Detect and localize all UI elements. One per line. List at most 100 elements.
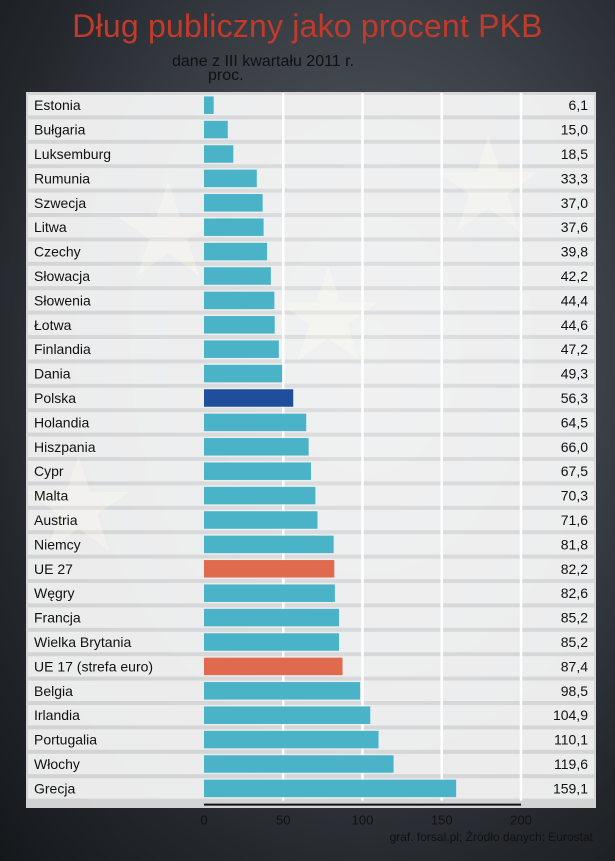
- bar: [204, 413, 307, 432]
- category-label: Wielka Brytania: [34, 634, 131, 650]
- row-background: [28, 192, 594, 213]
- bar: [204, 438, 309, 456]
- row-background: [28, 241, 594, 262]
- bar: [204, 657, 343, 676]
- bar: [204, 316, 275, 334]
- bar: [204, 486, 316, 505]
- category-label: Polska: [34, 390, 76, 406]
- bar: [204, 96, 214, 114]
- category-label: Portugalia: [34, 732, 97, 748]
- category-label: Niemcy: [34, 536, 81, 552]
- bar: [204, 682, 361, 700]
- value-label: 71,6: [561, 512, 588, 528]
- value-label: 82,2: [561, 561, 588, 577]
- category-label: Malta: [34, 488, 68, 504]
- bar: [204, 218, 264, 236]
- category-label: Estonia: [34, 97, 81, 113]
- bar: [204, 779, 457, 798]
- bar: [204, 267, 271, 285]
- row-background: [28, 217, 594, 238]
- value-label: 110,1: [554, 732, 588, 748]
- category-label: Grecja: [34, 780, 75, 796]
- bar: [204, 291, 275, 310]
- x-tick-label: 100: [352, 813, 374, 828]
- value-label: 98,5: [561, 683, 588, 699]
- bar: [204, 364, 283, 383]
- unit-label: proc.: [208, 67, 244, 84]
- row-background: [28, 265, 594, 287]
- row-background: [28, 143, 594, 165]
- category-label: Irlandia: [34, 707, 80, 723]
- bar: [204, 340, 279, 358]
- row-background: [28, 436, 594, 457]
- bar: [204, 120, 228, 139]
- value-label: 39,8: [561, 244, 588, 260]
- chart-rows: Estonia 6,1 Bułgaria 15,0 Luksemburg 18,5 Rumu…: [28, 95, 594, 799]
- category-label: Słowacja: [34, 268, 90, 284]
- value-label: 119,6: [554, 756, 588, 772]
- x-tick-label: 150: [431, 813, 453, 828]
- bar: [204, 706, 371, 724]
- bar: [204, 730, 379, 749]
- chart-subtitle: dane z III kwartału 2011 r.: [172, 53, 355, 70]
- bar: [204, 511, 318, 529]
- category-label: Włochy: [34, 756, 80, 772]
- value-label: 87,4: [561, 658, 588, 674]
- bar: [204, 535, 334, 554]
- bar: [204, 242, 268, 261]
- category-label: Węgry: [34, 585, 74, 601]
- chart-title: Dług publiczny jako procent PKB: [72, 8, 543, 44]
- value-label: 70,3: [561, 488, 588, 504]
- category-label: Łotwa: [34, 317, 72, 333]
- value-label: 6,1: [569, 97, 589, 113]
- category-label: Słowenia: [34, 292, 91, 308]
- category-label: Belgia: [34, 683, 73, 699]
- category-label: Szwecja: [34, 195, 86, 211]
- value-label: 47,2: [561, 341, 588, 357]
- value-label: 82,6: [561, 585, 588, 601]
- bar: [204, 194, 263, 212]
- value-label: 104,9: [553, 707, 588, 723]
- value-label: 42,2: [561, 268, 588, 284]
- category-label: Bułgaria: [34, 122, 86, 138]
- value-label: 66,0: [561, 439, 588, 455]
- bar: [204, 462, 311, 480]
- row-background: [28, 339, 594, 360]
- bar: [204, 560, 335, 578]
- value-label: 18,5: [561, 146, 588, 162]
- row-background: [28, 168, 594, 189]
- value-label: 37,6: [561, 219, 588, 235]
- value-label: 81,8: [561, 536, 588, 552]
- row-background: [28, 412, 594, 433]
- category-label: Dania: [34, 366, 71, 382]
- category-label: Francja: [34, 610, 81, 626]
- row-background: [28, 461, 594, 482]
- value-label: 85,2: [561, 634, 588, 650]
- category-label: Hiszpania: [34, 439, 96, 455]
- x-axis: 0 50 100 150 200: [200, 803, 532, 828]
- value-label: 67,5: [561, 463, 588, 479]
- category-label: Austria: [34, 512, 78, 528]
- row-background: [28, 387, 594, 409]
- category-label: Cypr: [34, 463, 64, 479]
- value-label: 15,0: [561, 122, 588, 138]
- x-tick-label: 50: [276, 813, 290, 828]
- bar: [204, 633, 340, 651]
- value-label: 49,3: [561, 366, 588, 382]
- bar: [204, 608, 340, 627]
- category-label: Litwa: [34, 219, 67, 235]
- value-label: 44,4: [561, 292, 588, 308]
- row-background: [28, 95, 594, 116]
- source-note: graf. forsal.pl; Źródło danych: Eurostat: [389, 830, 593, 844]
- category-label: UE 17 (strefa euro): [34, 658, 153, 674]
- x-tick-label: 0: [200, 813, 207, 828]
- value-label: 56,3: [561, 390, 588, 406]
- category-label: Rumunia: [34, 170, 90, 186]
- bar: [204, 169, 257, 188]
- category-label: Czechy: [34, 244, 81, 260]
- bar: [204, 389, 294, 407]
- category-label: Finlandia: [34, 341, 91, 357]
- row-background: [28, 119, 594, 140]
- value-label: 33,3: [561, 170, 588, 186]
